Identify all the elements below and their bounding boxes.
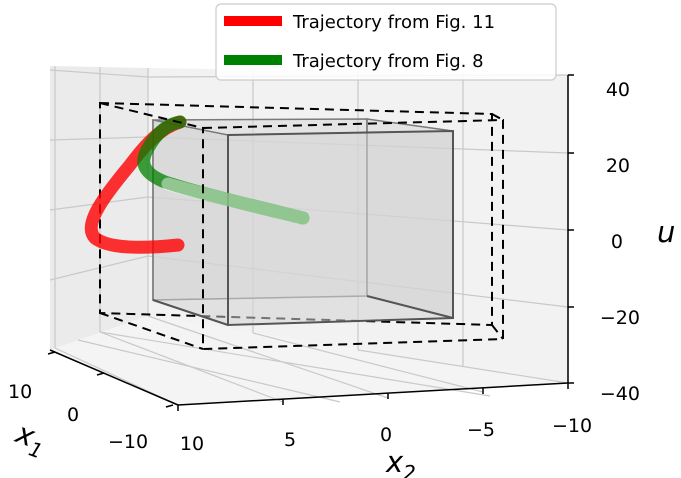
x1-tick-label: −10 <box>108 431 148 453</box>
x2-tick-label: −10 <box>552 415 592 437</box>
x1-axis-label: x1 <box>9 415 52 463</box>
x2-tick-label: −5 <box>467 419 495 441</box>
x1-axis-line <box>49 349 179 406</box>
legend-label-fig8: Trajectory from Fig. 8 <box>292 51 484 72</box>
shaded-box <box>152 118 454 327</box>
x2-tick-label: 10 <box>180 433 204 455</box>
u-tick-labels: 40 20 0 −20 −40 <box>600 79 640 405</box>
u-tick-label: −20 <box>600 307 640 329</box>
x1-tick-labels: 10 0 −10 <box>8 381 148 453</box>
u-tick-label: −40 <box>600 383 640 405</box>
trajectories <box>84 115 310 254</box>
legend-box <box>215 3 557 81</box>
series-line-fig8-fade <box>161 177 310 225</box>
u-tick-label: 0 <box>611 231 623 253</box>
series-line-fig8 <box>137 115 310 225</box>
legend-label-fig11: Trajectory from Fig. 11 <box>292 12 495 33</box>
legend: Trajectory from Fig. 11 Trajectory from … <box>215 3 557 81</box>
floor-pane <box>50 316 568 405</box>
x1-tick-label: 0 <box>67 404 79 426</box>
x2-axis-label: x2 <box>385 445 416 478</box>
axis-lines <box>47 74 574 411</box>
u-tick-label: 40 <box>606 79 630 101</box>
x2-tick-label: 0 <box>380 424 392 446</box>
x2-axis-line <box>177 382 569 406</box>
u-axis-label: u <box>657 215 675 249</box>
x1-tick-label: 10 <box>8 381 32 403</box>
x2-tick-labels: 10 5 0 −5 −10 <box>180 415 592 455</box>
u-tick-label: 20 <box>606 155 630 177</box>
x2-tick-label: 5 <box>284 429 296 451</box>
dashed-box-front <box>99 102 504 351</box>
